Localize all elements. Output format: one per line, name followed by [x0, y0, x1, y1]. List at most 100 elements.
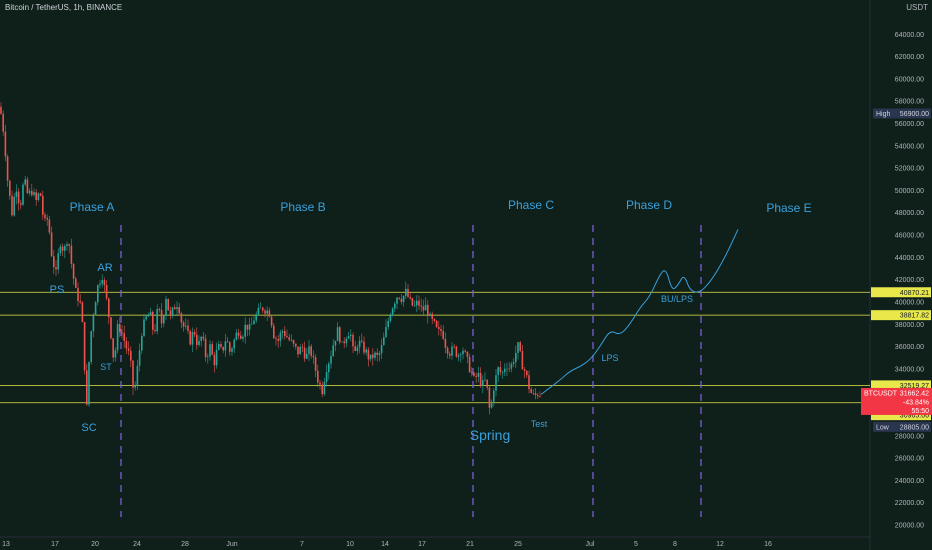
candle-body — [512, 362, 515, 364]
candle-body — [328, 363, 330, 373]
candle-body — [4, 131, 7, 157]
candle-body — [350, 334, 352, 336]
candle-body — [165, 298, 167, 316]
candle-body — [248, 324, 251, 330]
candle-body — [424, 304, 427, 311]
tag-bg — [871, 410, 931, 421]
current-price-tag: BTCUSDT 31662.42 -43.84% 55:50 — [861, 387, 932, 415]
candle-body — [262, 307, 264, 311]
candle-body — [523, 369, 526, 371]
candle-body — [134, 386, 136, 388]
candle-body — [187, 325, 189, 331]
candle-body — [407, 288, 409, 297]
candle-body — [391, 308, 394, 316]
candle-body — [110, 317, 112, 339]
candle-body — [332, 345, 334, 357]
candle-body — [132, 360, 134, 388]
candle-body — [475, 375, 477, 377]
y-tick-label: 60000.00 — [895, 76, 924, 83]
candle-body — [361, 340, 363, 342]
candle-body — [174, 307, 176, 310]
event-label: AR — [97, 262, 112, 274]
y-tick-label: 56000.00 — [895, 121, 924, 128]
candle-body — [94, 302, 97, 316]
candle-body — [383, 337, 385, 346]
candle-body — [83, 322, 86, 371]
y-tick-label: 26000.00 — [895, 456, 924, 463]
candle-body — [66, 244, 68, 247]
candle-body — [334, 340, 337, 346]
candle-body — [268, 310, 271, 317]
candle-body — [77, 287, 79, 301]
candle-body — [279, 332, 282, 341]
x-tick-label: 25 — [514, 541, 522, 548]
candle-body — [136, 365, 139, 387]
candle-body — [433, 318, 436, 321]
y-tick-label: 20000.00 — [895, 523, 924, 530]
candle-body — [37, 193, 40, 201]
candle-body — [156, 309, 158, 332]
candle-body — [55, 267, 57, 270]
x-tick-label: Jun — [226, 541, 237, 548]
candle-body — [114, 350, 117, 358]
candle-body — [229, 342, 231, 352]
candle-body — [138, 350, 141, 366]
candle-body — [330, 356, 332, 364]
candle-body — [233, 339, 235, 349]
candle-body — [306, 353, 308, 359]
candle-body — [200, 336, 202, 341]
candle-body — [378, 353, 381, 356]
candle-body — [501, 372, 504, 373]
candle-body — [46, 217, 48, 220]
candle-body — [160, 310, 163, 324]
candle-body — [376, 352, 378, 356]
candle-body — [9, 180, 11, 196]
x-tick-label: 13 — [2, 541, 10, 548]
candle-body — [297, 346, 299, 355]
candle-body — [116, 324, 119, 351]
candle-body — [178, 307, 180, 314]
candle-body — [224, 341, 227, 351]
tag-bg — [873, 421, 931, 432]
candle-body — [416, 300, 418, 306]
candle-body — [473, 373, 475, 376]
candle-body — [317, 370, 319, 383]
candle-body — [532, 392, 535, 394]
candle-body — [20, 203, 22, 205]
candle-body — [275, 338, 277, 340]
candle-body — [534, 393, 537, 395]
candle-body — [284, 331, 286, 337]
event-label: PS — [50, 284, 65, 296]
candle-body — [493, 390, 495, 402]
candle-body — [422, 306, 425, 311]
candle-body — [451, 346, 453, 356]
candle-body — [290, 339, 293, 341]
candle-body — [453, 346, 455, 348]
current-countdown: 55:50 — [911, 408, 929, 415]
candle-body — [90, 331, 92, 362]
candle-body — [141, 336, 143, 351]
candle-body — [273, 325, 275, 339]
candle-body — [33, 192, 35, 195]
x-tick-label: 12 — [716, 541, 724, 548]
candle-body — [72, 263, 75, 279]
candle-body — [255, 314, 257, 321]
y-tick-label: 54000.00 — [895, 143, 924, 150]
candle-body — [182, 322, 185, 327]
x-tick-label: 21 — [466, 541, 474, 548]
candle-body — [444, 338, 447, 348]
tag-value: 38817.82 — [900, 313, 929, 320]
tag-bg — [871, 287, 931, 298]
phase-label: Phase C — [508, 198, 554, 212]
tag-bg — [871, 310, 931, 321]
candle-body — [59, 246, 62, 254]
candle-body — [530, 389, 532, 393]
y-tick-label: 64000.00 — [895, 32, 924, 39]
candle-body — [264, 310, 266, 314]
candle-body — [202, 336, 205, 339]
tag-value: 32519.27 — [900, 383, 929, 390]
candle-body — [193, 332, 196, 335]
candle-body — [343, 341, 345, 344]
candle-body — [209, 344, 211, 357]
